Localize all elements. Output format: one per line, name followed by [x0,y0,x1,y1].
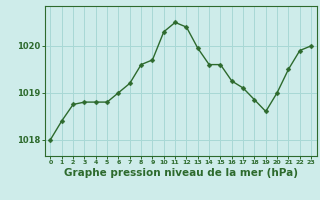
X-axis label: Graphe pression niveau de la mer (hPa): Graphe pression niveau de la mer (hPa) [64,168,298,178]
